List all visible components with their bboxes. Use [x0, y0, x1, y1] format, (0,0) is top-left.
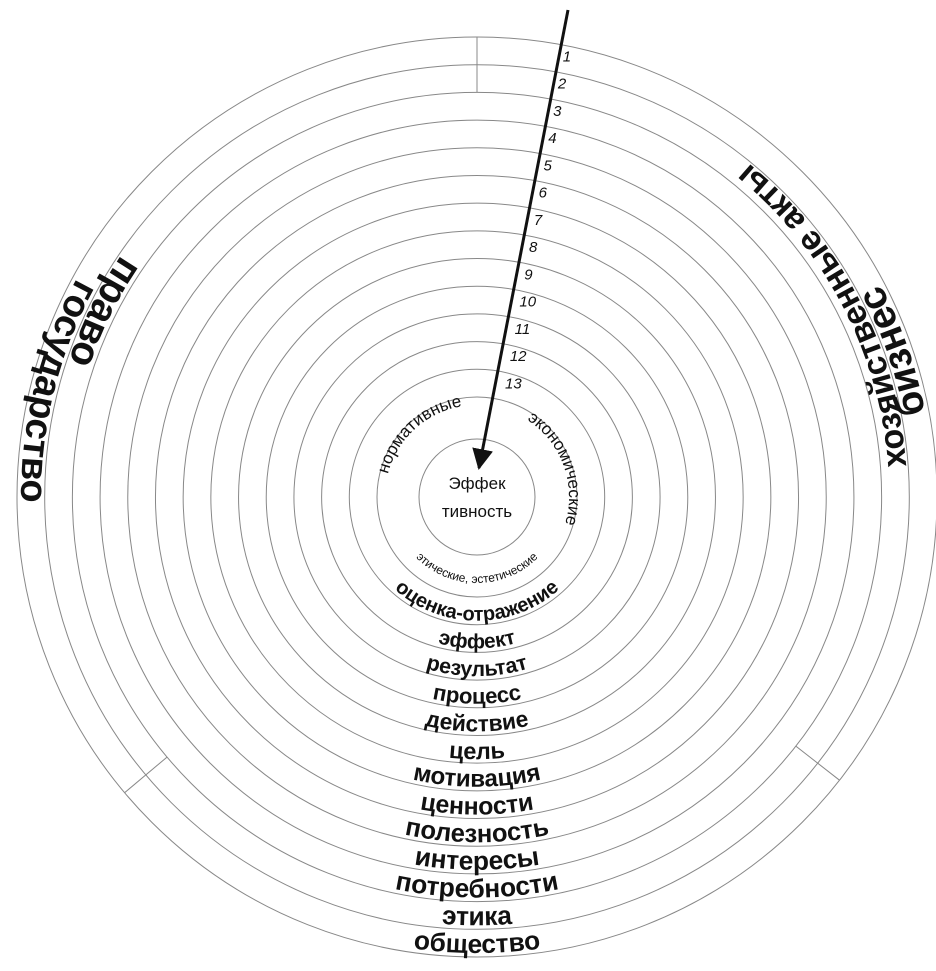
ring-circle	[376, 396, 578, 598]
ring-circle	[154, 174, 800, 820]
ring-label: этика	[441, 900, 513, 931]
ring-label: цель	[448, 737, 506, 764]
ring-circle	[210, 230, 744, 764]
separator	[795, 745, 840, 781]
ring-label-path: цель	[448, 737, 506, 764]
inner-ring-label-path: нормативные	[373, 391, 463, 475]
ring-label: ценности	[419, 788, 536, 821]
ring-circle	[348, 368, 606, 626]
labels: Эффективностьнормативныеэкономическиеэти…	[12, 48, 934, 959]
ring-circle	[182, 202, 772, 792]
ring-circle	[265, 285, 689, 709]
ring-label: процесс	[431, 679, 523, 709]
ring-number: 2	[557, 76, 567, 93]
side-label: государство	[12, 274, 106, 503]
ring-label-path: процесс	[431, 679, 523, 709]
ring-circle	[293, 313, 661, 681]
ring-number: 11	[515, 321, 531, 338]
arrow	[472, 9, 570, 471]
ring-number: 7	[534, 212, 543, 229]
ring-number: 3	[553, 103, 562, 120]
inner-ring-label: нормативные	[373, 391, 463, 475]
ring-number: 12	[510, 348, 527, 365]
ring-label: эффект	[437, 626, 518, 654]
ring-number: 5	[543, 157, 552, 174]
ring-number: 9	[524, 266, 533, 283]
ring-label-path: интересы	[413, 841, 541, 876]
ring-label: результат	[424, 650, 530, 681]
ring-label: интересы	[413, 841, 541, 876]
center-label: Эффек	[448, 474, 506, 493]
ring-circle	[238, 258, 716, 736]
ring-number: 8	[529, 239, 538, 256]
rings	[16, 36, 936, 958]
ring-label: общество	[412, 925, 541, 959]
ring-label-path: результат	[424, 650, 530, 681]
ring-label-path: ценности	[419, 788, 536, 821]
ring-number: 13	[505, 376, 522, 393]
ring-circle	[99, 119, 855, 875]
ring-label-path: эффект	[437, 626, 518, 654]
ring-circle	[127, 147, 827, 847]
ring-label-path: общество	[412, 925, 541, 959]
ring-number: 1	[563, 48, 571, 65]
ring-label: действие	[424, 705, 531, 737]
ring-number: 4	[548, 130, 556, 147]
ring-number: 10	[519, 294, 536, 311]
side-label-path: государство	[12, 274, 106, 503]
ring-label-path: действие	[424, 705, 531, 737]
center-circle	[418, 438, 536, 556]
ring-number: 6	[539, 185, 548, 202]
center-label: тивность	[442, 502, 512, 521]
ring-label-path: этика	[441, 900, 513, 931]
separator	[124, 756, 168, 794]
ring-circle	[321, 341, 633, 653]
